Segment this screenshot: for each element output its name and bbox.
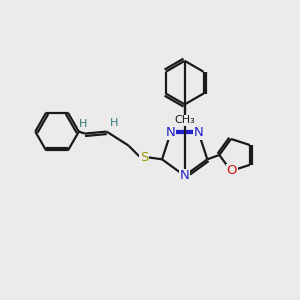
- Text: N: N: [166, 126, 175, 139]
- Text: CH₃: CH₃: [174, 115, 195, 125]
- Text: N: N: [194, 126, 203, 139]
- Text: S: S: [140, 151, 148, 164]
- Text: H: H: [79, 119, 87, 129]
- Text: N: N: [180, 169, 190, 182]
- Text: H: H: [110, 118, 119, 128]
- Text: O: O: [227, 164, 237, 178]
